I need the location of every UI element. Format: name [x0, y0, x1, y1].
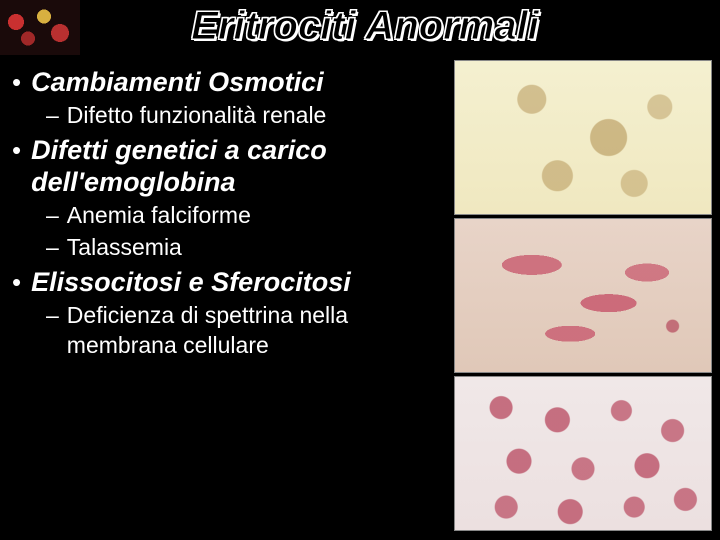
bullet-item: • Difetti genetici a carico dell'emoglob… — [10, 134, 450, 198]
bullet-content: • Cambiamenti Osmotici – Difetto funzion… — [10, 62, 450, 360]
microscopy-image-spherocyte — [454, 376, 712, 531]
sub-item: – Anemia falciforme — [46, 200, 450, 230]
dash-icon: – — [46, 200, 59, 230]
microscopy-image-sickle — [454, 218, 712, 373]
corner-thumbnail — [0, 0, 80, 55]
sub-label: Deficienza di spettrina nella membrana c… — [67, 300, 450, 360]
sub-item: – Difetto funzionalità renale — [46, 100, 450, 130]
dash-icon: – — [46, 300, 59, 330]
sub-label: Talassemia — [67, 232, 182, 262]
sub-label: Difetto funzionalità renale — [67, 100, 327, 130]
dash-icon: – — [46, 100, 59, 130]
microscopy-image-crenated — [454, 60, 712, 215]
bullet-label: Cambiamenti Osmotici — [31, 66, 324, 98]
dash-icon: – — [46, 232, 59, 262]
slide-title: Eritrociti Anormali — [95, 4, 635, 49]
image-column — [454, 60, 712, 531]
sub-label: Anemia falciforme — [67, 200, 251, 230]
bullet-item: • Elissocitosi e Sferocitosi — [10, 266, 450, 298]
bullet-label: Elissocitosi e Sferocitosi — [31, 266, 351, 298]
bullet-dot-icon: • — [12, 66, 21, 98]
sub-item: – Talassemia — [46, 232, 450, 262]
bullet-item: • Cambiamenti Osmotici — [10, 66, 450, 98]
bullet-dot-icon: • — [12, 266, 21, 298]
bullet-dot-icon: • — [12, 134, 21, 166]
sub-item: – Deficienza di spettrina nella membrana… — [46, 300, 450, 360]
bullet-label: Difetti genetici a carico dell'emoglobin… — [31, 134, 450, 198]
